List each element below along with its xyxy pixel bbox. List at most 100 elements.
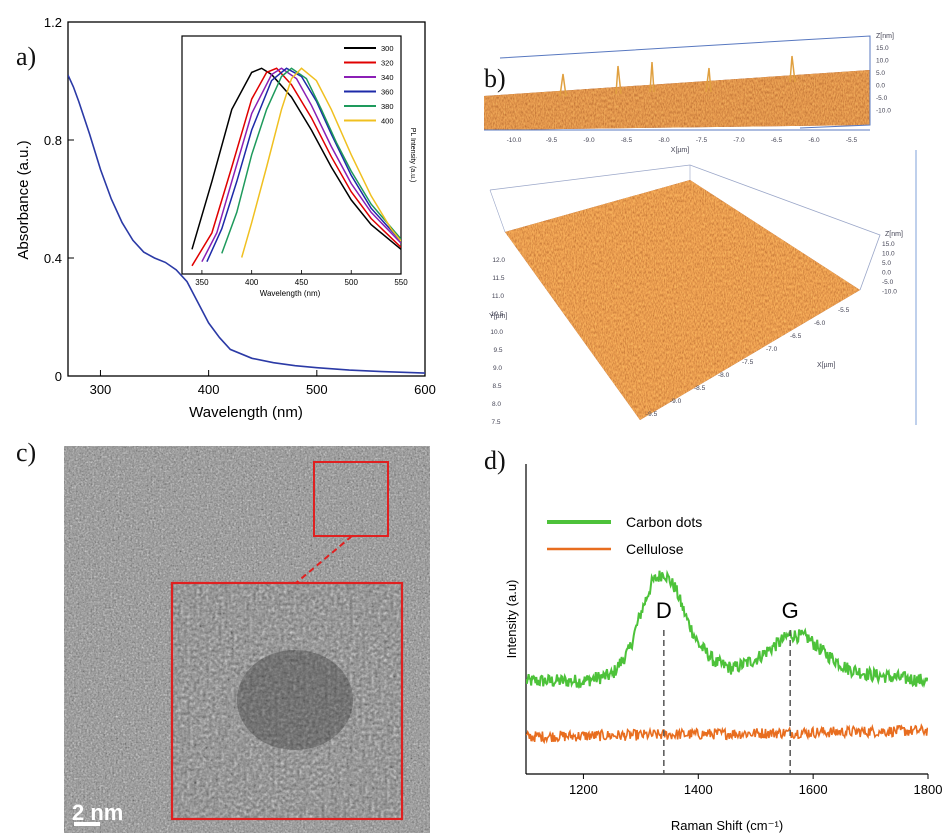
tem-zoom-box (170, 581, 404, 821)
afm-3d-box (489, 164, 881, 291)
afm-3d-ytick-label: 10.5 (491, 311, 504, 318)
a-ytick-label: 0 (55, 369, 62, 384)
tem-zoom-connector (295, 535, 353, 584)
inset-legend-label: 300 (381, 44, 394, 53)
inset-legend-label: 320 (381, 59, 394, 68)
inset-legend-label: 340 (381, 73, 394, 82)
afm-side-xtick-label: -6.0 (808, 137, 820, 144)
panel-a-inset-chart: 350 400 450 500 550 300 320 340 360 380 400 Wavel… (181, 35, 416, 298)
afm-side-ztick-label: 0.0 (876, 83, 885, 90)
inset-ticks: 350 400 450 500 550 (195, 270, 408, 287)
afm-side-xtick-label: -5.5 (846, 137, 858, 144)
raman-cellulose (526, 723, 928, 745)
absorbance-curve (68, 74, 425, 374)
afm-side-ztick-label: 10.0 (876, 58, 889, 65)
carbon-dot-lattice (237, 650, 353, 750)
afm-side-ztick-label: 5.0 (876, 70, 885, 77)
afm-3d-xtick-label: -8.0 (718, 372, 730, 379)
raman-carbon-dots (526, 569, 928, 690)
afm-side-surface-texture (484, 70, 870, 130)
afm-side-zlabel: Z[nm] (876, 33, 894, 40)
d-xtick-label: 1200 (569, 782, 598, 797)
a-ytick-label: 0.4 (44, 251, 62, 266)
afm-3d-ztick-label: 0.0 (882, 270, 891, 277)
afm-side-zticks: 15.0 10.0 5.0 0.0 -5.0 -10.0 (876, 45, 891, 115)
afm-side-xtick-label: -9.0 (583, 137, 595, 144)
peak-label-G: G (782, 598, 799, 623)
afm-side-view: -10.0 -9.5 -9.0 -8.5 -8.0 -7.5 -7.0 -6.5 -6.0 -5.… (484, 33, 894, 154)
afm-3d-ytick-label: 8.0 (492, 401, 501, 408)
pl-curve-360 (206, 67, 401, 263)
peak-label-D: D (656, 598, 672, 623)
d-xtick-label: 1800 (914, 782, 942, 797)
inset-legend-label: 380 (381, 102, 394, 111)
afm-3d-view: 12.0 11.5 11.0 10.5 10.0 9.5 9.0 8.5 8.0 7.5 Y[µm… (489, 150, 917, 426)
inset-ylabel: PL Intensity (a.u.) (409, 128, 416, 183)
afm-3d-xtick-label: -6.0 (814, 320, 826, 327)
raman-legend-label: Carbon dots (626, 514, 702, 530)
afm-3d-ytick-label: 9.5 (493, 347, 502, 354)
inset-xlabel: Wavelength (nm) (260, 289, 321, 298)
d-xtick-label: 1400 (684, 782, 713, 797)
afm-3d-xtick-label: -7.0 (766, 346, 778, 353)
panel-label-c: c) (16, 438, 37, 467)
afm-3d-ytick-label: 11.0 (492, 293, 505, 300)
inset-legend-label: 360 (381, 88, 394, 97)
afm-3d-surface-texture (505, 180, 860, 420)
a-xtick-label: 400 (198, 382, 220, 397)
afm-side-xtick-label: -6.5 (771, 137, 783, 144)
tem-scale-label: 2 nm (72, 800, 123, 825)
afm-3d-ztick-label: 5.0 (882, 260, 891, 267)
d-xtick-label: 1600 (799, 782, 828, 797)
inset-xtick-label: 350 (195, 278, 209, 287)
panel-c-tem: 2 nm (64, 446, 430, 833)
afm-3d-ytick-label: 11.5 (492, 275, 505, 282)
afm-3d-ztick-label: -10.0 (882, 289, 897, 296)
afm-3d-ztick-label: 10.0 (882, 251, 895, 258)
panel-a-xlabel: Wavelength (nm) (189, 404, 303, 421)
afm-3d-ytick-label: 12.0 (492, 257, 505, 264)
a-xtick-label: 600 (414, 382, 436, 397)
afm-side-peaks (559, 55, 796, 97)
afm-3d-ylabel: Y[µm] (489, 313, 507, 320)
raman-lines (526, 569, 928, 745)
a-xtick-label: 500 (306, 382, 328, 397)
afm-3d-ztick-label: -5.0 (882, 279, 894, 286)
panel-d-ticks: 1200 1400 1600 1800 (569, 774, 942, 797)
afm-side-ztick-label: -10.0 (876, 108, 891, 115)
pl-curve-380 (221, 67, 401, 254)
pl-curve-400 (240, 67, 401, 258)
panel-label-d: d) (484, 446, 506, 475)
afm-side-xlabel: X[µm] (671, 147, 689, 154)
afm-3d-yticks: 12.0 11.5 11.0 10.5 10.0 9.5 9.0 8.5 8.0 7.5 (490, 257, 505, 426)
afm-3d-ztick-label: 15.0 (882, 241, 895, 248)
inset-legend: 300 320 340 360 380 400 (344, 44, 394, 126)
afm-3d-xtick-label: -7.5 (742, 359, 754, 366)
a-ytick-label: 0.8 (44, 133, 62, 148)
afm-side-xtick-label: -8.0 (658, 137, 670, 144)
afm-3d-ytick-label: 7.5 (491, 419, 500, 426)
afm-side-box (499, 35, 871, 129)
inset-legend-label: 400 (381, 117, 394, 126)
afm-side-xtick-label: -9.5 (546, 137, 558, 144)
afm-3d-xtick-label: -5.5 (838, 307, 850, 314)
afm-3d-ytick-label: 8.5 (492, 383, 501, 390)
inset-xtick-label: 500 (345, 278, 359, 287)
a-xtick-label: 300 (90, 382, 112, 397)
raman-legend-label: Cellulose (626, 541, 684, 557)
inset-xtick-label: 450 (295, 278, 309, 287)
panel-label-a: a) (16, 42, 37, 71)
pl-curve-300 (191, 67, 401, 250)
afm-3d-zlabel: Z[nm] (885, 231, 903, 238)
afm-side-xtick-label: -10.0 (507, 137, 522, 144)
afm-side-xtick-label: -8.5 (621, 137, 633, 144)
afm-3d-xtick-label: -9.5 (646, 411, 658, 418)
panel-d-ylabel: Intensity (a.u) (504, 580, 519, 659)
panel-a-chart: 300 400 500 600 0 0.4 0.8 1.2 Wavelength (nm) A… (15, 15, 436, 421)
afm-side-xtick-label: -7.0 (733, 137, 745, 144)
afm-3d-xtick-label: -9.0 (670, 398, 682, 405)
raman-legend: Carbon dots Cellulose (547, 514, 702, 557)
